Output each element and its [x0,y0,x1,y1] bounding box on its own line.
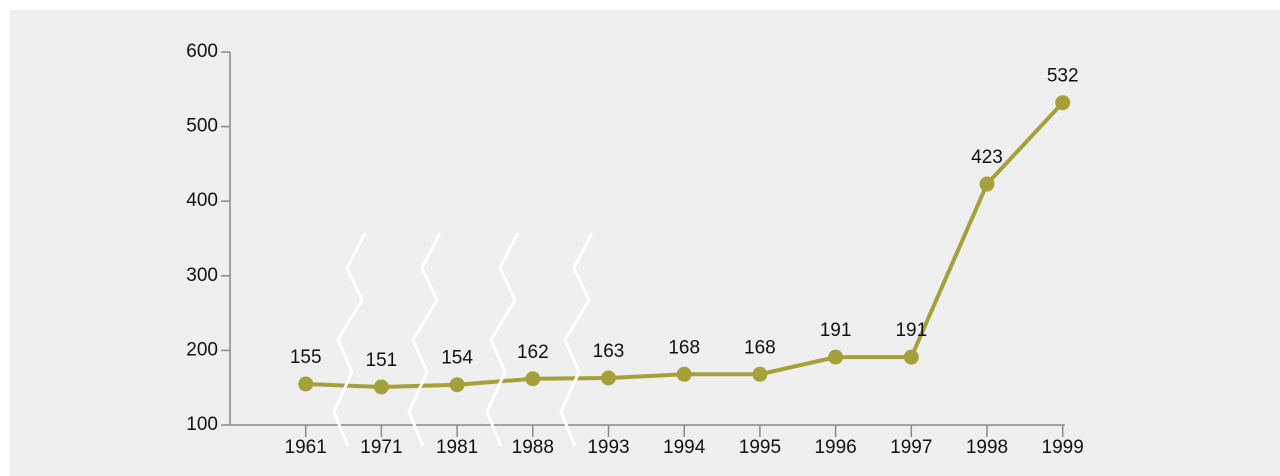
x-tick-label: 1981 [436,437,478,458]
x-tick-label: 1971 [360,437,402,458]
x-tick-label: 1996 [814,437,856,458]
data-point [601,370,616,386]
y-tick-label: 200 [186,339,218,360]
y-tick-label: 100 [186,414,218,435]
data-label: 155 [290,347,322,368]
data-point [373,379,389,395]
y-tick-label: 600 [186,41,218,62]
data-point [298,376,314,392]
data-label: 163 [593,341,625,362]
data-label: 423 [971,147,1003,168]
plot-area: 100 200 300 400 500 600 1961 1971 1981 1988 1993 19… [186,41,1084,458]
data-point [1055,95,1071,111]
x-tick-label: 1988 [512,437,554,458]
axis-break [485,232,520,447]
x-tick-label: 1993 [587,437,629,458]
data-label: 532 [1047,66,1079,87]
data-point [752,366,768,382]
data-point [676,366,692,382]
y-tick-label: 500 [186,116,218,137]
data-label: 168 [744,337,776,358]
data-point [828,349,844,365]
data-label: 162 [517,342,549,363]
data-point [525,371,541,387]
x-tick-label: 1994 [663,437,706,458]
x-tick-label: 1999 [1042,437,1084,458]
data-point [903,349,919,365]
data-point [979,176,995,192]
axis-break [407,232,442,447]
x-tick-label: 1995 [739,437,781,458]
y-tick-label: 300 [186,265,218,286]
x-tick-label: 1997 [890,437,932,458]
data-label: 154 [441,348,473,369]
y-tick-label: 400 [186,190,218,211]
x-tick-label: 1961 [285,437,327,458]
data-label: 191 [895,320,927,341]
axis-break [559,232,594,447]
data-label: 168 [668,337,700,358]
chart-background [10,10,1280,476]
data-label: 151 [366,350,398,371]
x-tick-label: 1998 [966,437,1008,458]
axis-breaks [332,232,594,447]
data-label: 191 [820,320,852,341]
data-point [449,377,465,393]
axis-break [332,232,367,447]
